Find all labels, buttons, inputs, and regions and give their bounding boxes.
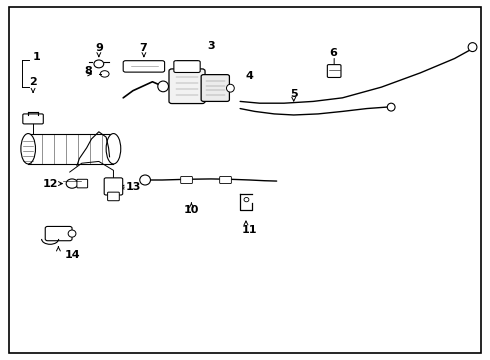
Text: 1: 1: [33, 52, 40, 62]
Text: 6: 6: [329, 48, 337, 58]
Text: 8: 8: [84, 66, 92, 76]
Ellipse shape: [68, 230, 76, 237]
FancyBboxPatch shape: [220, 176, 231, 184]
FancyBboxPatch shape: [45, 226, 72, 241]
FancyBboxPatch shape: [77, 179, 88, 188]
Ellipse shape: [226, 84, 234, 92]
Text: 11: 11: [242, 225, 258, 235]
Text: 5: 5: [290, 89, 297, 99]
Text: 14: 14: [64, 250, 80, 260]
FancyBboxPatch shape: [169, 69, 205, 104]
FancyBboxPatch shape: [123, 61, 165, 72]
Ellipse shape: [21, 134, 35, 164]
FancyBboxPatch shape: [104, 178, 122, 195]
FancyBboxPatch shape: [23, 114, 43, 124]
Ellipse shape: [158, 81, 169, 92]
FancyBboxPatch shape: [108, 192, 119, 201]
Ellipse shape: [66, 179, 78, 188]
FancyBboxPatch shape: [174, 61, 200, 72]
Text: 12: 12: [42, 179, 58, 189]
Ellipse shape: [468, 42, 477, 51]
Text: 10: 10: [184, 205, 199, 215]
Text: 4: 4: [246, 71, 254, 81]
Text: 13: 13: [125, 182, 141, 192]
FancyBboxPatch shape: [201, 75, 229, 102]
Ellipse shape: [106, 134, 121, 164]
Bar: [28, 134, 114, 164]
Text: 3: 3: [207, 41, 215, 51]
Text: 9: 9: [95, 43, 103, 53]
Text: 7: 7: [139, 43, 147, 53]
Text: 2: 2: [29, 77, 37, 87]
Ellipse shape: [387, 103, 395, 111]
FancyBboxPatch shape: [327, 64, 341, 77]
FancyBboxPatch shape: [181, 176, 193, 184]
Ellipse shape: [140, 175, 150, 185]
